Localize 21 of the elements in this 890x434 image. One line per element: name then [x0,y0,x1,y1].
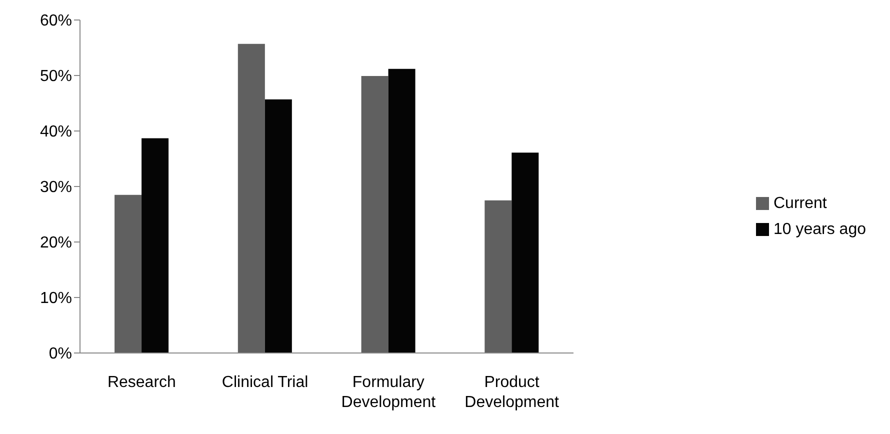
x-tick-label: Research [107,374,176,391]
y-tick-label: 60% [40,12,72,30]
bar [114,194,142,353]
bar [142,138,169,353]
x-tick-label: Product Development [464,374,560,411]
y-tick-label: 30% [40,179,72,196]
bar [388,68,416,353]
bar [512,152,539,353]
y-tick-label: 50% [40,68,72,86]
y-tick-label: 20% [40,234,72,252]
bar [484,200,512,353]
y-tick-label: 40% [40,124,72,141]
x-tick-label: Clinical Trial [222,374,308,391]
bar [264,99,292,353]
y-tick-label: 10% [40,290,72,308]
y-tick-label: 0% [48,346,72,363]
bar [361,76,388,353]
bar [238,44,265,353]
x-tick-label: Formulary Development [341,374,436,411]
legend-label: 10 years ago [773,221,866,238]
legend-label: Current [773,195,827,212]
